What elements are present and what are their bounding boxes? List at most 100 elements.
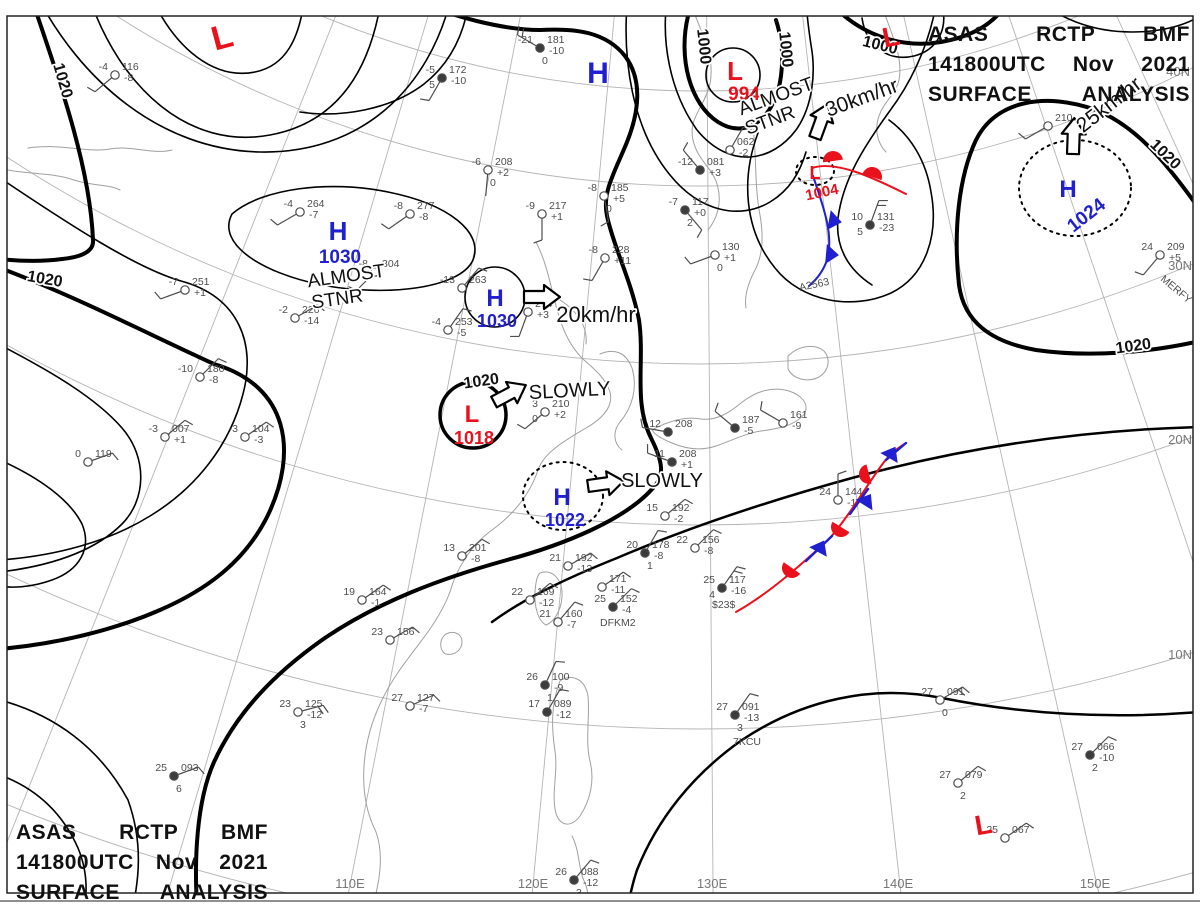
station-temp: -4 <box>284 198 293 210</box>
station-circle <box>599 191 609 201</box>
station-circle <box>1085 750 1095 760</box>
station-cloud: 3 <box>300 719 306 731</box>
graticule-label: 110E <box>335 876 365 891</box>
station-plot: 25 067 <box>986 822 1035 843</box>
station-circle <box>540 680 550 690</box>
station-temp: 26 <box>555 866 567 878</box>
station-circle <box>110 70 120 80</box>
longitude-line <box>531 16 615 893</box>
station-plot: 161-9 <box>759 401 808 432</box>
title-word: ASAS <box>16 821 77 844</box>
station-dewpoint: 0 <box>532 413 538 425</box>
station-temp: -4 <box>99 61 108 73</box>
isobar-line <box>841 16 1000 46</box>
station-circle <box>457 551 467 561</box>
station-pressure: 152 <box>620 593 638 605</box>
station-circle <box>523 307 533 317</box>
station-circle <box>483 165 493 175</box>
movement-arrow-icon <box>522 283 562 311</box>
title-word: 141800UTC <box>928 53 1046 76</box>
isobar-value-label: 1020 <box>1146 136 1183 173</box>
longitude-line <box>1116 16 1193 185</box>
station-pressure: 079 <box>965 769 983 781</box>
station-pressure: 208 <box>679 448 697 460</box>
station-pressure: 066 <box>1097 741 1115 753</box>
title-line-2: 141800UTC Nov 2021 <box>928 50 1190 80</box>
wind-barb-feather <box>154 291 162 300</box>
graticule-label: 40N <box>1166 64 1190 79</box>
wind-barb-feather <box>322 704 329 713</box>
station-tendency: -5 <box>457 327 466 339</box>
station-temp: -21 <box>518 34 533 46</box>
isobar-line <box>705 47 761 103</box>
graticule-label: 10N <box>1168 647 1192 662</box>
station-pressure: 192 <box>575 552 593 564</box>
station-plot: -3 007+1 <box>149 419 194 446</box>
coastline <box>430 903 514 919</box>
station-tendency: -13 <box>744 712 759 724</box>
station-temp: -8 <box>588 182 597 194</box>
pressure-value: 1022 <box>545 510 585 530</box>
station-plot: -8 277-8 <box>380 200 435 230</box>
wind-barb-feather <box>696 229 703 239</box>
station-tendency: -8 <box>419 211 428 223</box>
station-circle <box>293 707 303 717</box>
station-tendency: -16 <box>731 585 746 597</box>
isobar-line <box>47 16 447 153</box>
station-circle <box>953 778 963 788</box>
station-temp: 22 <box>676 534 688 546</box>
station-pressure: 081 <box>707 156 725 168</box>
isobar-line <box>7 776 87 893</box>
isobar-line <box>7 347 142 572</box>
wind-barb-feather <box>1018 132 1026 140</box>
station-temp: 21 <box>539 608 551 620</box>
isobar-line <box>438 380 508 450</box>
latitude-line <box>321 16 1079 92</box>
low-pressure-symbol: L <box>727 56 743 86</box>
station-plot: 10 131-23 5 <box>851 199 895 238</box>
station-tendency: +1 <box>194 287 206 299</box>
coastline <box>691 16 720 231</box>
station-tendency: -9 <box>554 682 563 694</box>
high-pressure-symbol: H <box>486 285 503 312</box>
station-temp: 3 <box>532 398 538 410</box>
station-temp: 25 <box>986 824 998 836</box>
cold-front-marker <box>880 446 898 463</box>
wind-barb-feather <box>640 418 643 428</box>
station-pressure: 208 <box>495 156 513 168</box>
coastline <box>787 345 829 381</box>
front-line <box>735 442 907 613</box>
wind-barb-feather <box>111 452 119 461</box>
station-temp: -9 <box>526 200 535 212</box>
cold-front-marker <box>827 210 842 230</box>
station-pressure: 217 <box>549 200 567 212</box>
station-pressure: 209 <box>1167 241 1185 253</box>
movement-arrow-icon <box>586 470 625 497</box>
station-tendency: -8 <box>124 72 133 84</box>
station-plot: 25 093 6 <box>155 762 205 795</box>
station-tendency: -10 <box>1099 752 1114 764</box>
station-pressure: 144 <box>845 486 863 498</box>
title-word: SURFACE <box>928 83 1032 106</box>
station-cloud: 0 <box>942 707 948 719</box>
station-pressure: 160 <box>565 608 583 620</box>
wind-barb-feather <box>317 304 325 312</box>
station-id-label: A2563 <box>798 276 830 294</box>
coastline <box>534 571 563 626</box>
station-plot: -4 116-8 <box>86 61 139 93</box>
station-circle <box>385 635 395 645</box>
warm-front-marker <box>862 167 882 181</box>
wind-barb-feather <box>270 218 278 226</box>
isobar-line <box>7 462 87 588</box>
wind-barb-feather <box>218 358 227 363</box>
station-plot: -3 104-3 <box>229 421 275 446</box>
station-temp: 23 <box>371 626 383 638</box>
station-temp: -5 <box>426 64 435 76</box>
station-tendency: -3 <box>254 434 263 446</box>
coastline <box>559 299 587 345</box>
isobar-value-label: 1000 <box>775 31 796 68</box>
wind-barb-feather <box>86 86 96 93</box>
station-pressure: 130 <box>722 241 740 253</box>
wind-barb-feather <box>749 693 759 697</box>
